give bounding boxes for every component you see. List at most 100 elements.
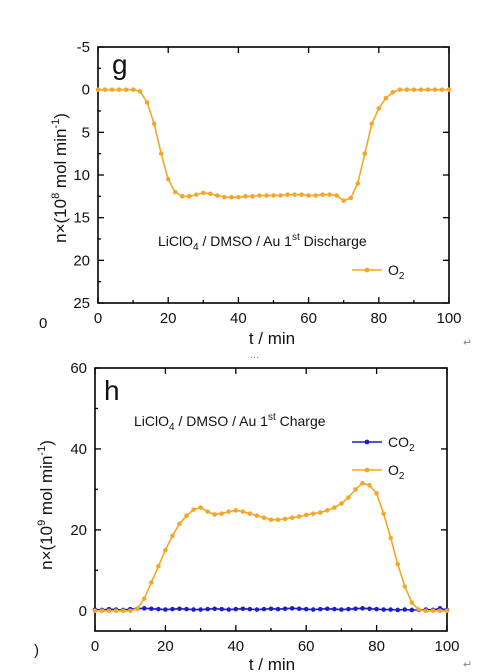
data-point-o2 [137, 89, 143, 94]
data-point-co2 [374, 606, 379, 612]
data-point-o2 [268, 517, 274, 523]
data-point-o2 [332, 505, 337, 510]
data-point-o2 [341, 198, 346, 203]
data-point-o2 [156, 563, 161, 569]
data-point-o2 [423, 608, 429, 614]
y-tick-label: 20 [73, 252, 90, 269]
data-point-co2 [191, 607, 196, 612]
data-point-co2 [198, 607, 203, 612]
data-point-o2 [106, 608, 112, 614]
data-point-co2 [360, 606, 365, 611]
data-point-o2 [446, 87, 452, 92]
data-point-co2 [240, 606, 246, 612]
data-point-o2 [113, 608, 119, 614]
data-point-o2 [418, 87, 424, 92]
panel-h-return-mark: ↵ [463, 659, 472, 671]
data-point-o2 [264, 193, 269, 198]
data-point-o2 [240, 509, 246, 514]
data-point-o2 [355, 181, 361, 186]
data-point-o2 [250, 194, 255, 199]
panel-h: h LiClO4 / DMSO / Au 1st Charge n×(109 m… [34, 360, 472, 672]
data-point-co2 [233, 606, 239, 612]
series-line-o2 [98, 88, 449, 202]
data-point-o2 [275, 517, 281, 523]
data-point-o2 [102, 87, 108, 92]
data-point-o2 [388, 535, 393, 541]
data-point-o2 [193, 192, 199, 197]
data-point-o2 [362, 151, 368, 156]
x-tick-label: 100 [434, 638, 459, 655]
legend-marker-o2 [364, 267, 370, 273]
data-point-o2 [226, 509, 232, 514]
data-point-o2 [376, 106, 382, 111]
panel-h-xlabel: t / min [249, 655, 295, 672]
panel-h-ylabel: n×(109 mol min-1) [36, 440, 56, 570]
legend-marker-co2 [364, 439, 370, 445]
series-line-o2 [95, 482, 447, 612]
data-point-co2 [212, 606, 217, 612]
data-point-co2 [409, 607, 415, 613]
data-point-o2 [348, 195, 354, 201]
data-point-o2 [444, 608, 450, 614]
data-point-o2 [229, 194, 234, 200]
data-point-co2 [353, 606, 358, 612]
data-point-o2 [170, 533, 175, 539]
x-tick-label: 0 [91, 638, 99, 655]
data-point-o2 [177, 521, 182, 527]
data-point-o2 [254, 513, 260, 518]
data-point-o2 [303, 512, 309, 518]
data-point-o2 [390, 89, 396, 95]
data-point-co2 [254, 607, 260, 612]
data-point-o2 [233, 508, 239, 513]
data-point-o2 [184, 513, 189, 518]
x-tick-label: 40 [230, 310, 247, 327]
data-point-o2 [381, 511, 386, 516]
data-point-o2 [369, 121, 375, 127]
data-point-o2 [306, 193, 311, 198]
y-tick-label: -5 [77, 39, 90, 56]
panel-g-return-mark: ↵ [463, 337, 472, 349]
data-point-o2 [320, 192, 325, 197]
data-point-o2 [430, 608, 436, 614]
data-point-o2 [285, 192, 290, 197]
data-point-o2 [163, 547, 168, 553]
data-point-o2 [222, 194, 227, 200]
panel-h-annotation: LiClO4 / DMSO / Au 1st Charge [134, 412, 326, 433]
data-point-co2 [388, 607, 393, 612]
legend-marker-o2 [364, 467, 370, 473]
panel-g-ylabel: n×(108 mol min-1) [50, 113, 70, 243]
data-point-co2 [303, 606, 309, 612]
data-point-o2 [134, 606, 140, 612]
data-point-co2 [184, 606, 189, 612]
data-point-co2 [325, 606, 330, 612]
data-point-o2 [395, 561, 401, 567]
data-point-co2 [275, 606, 281, 612]
data-point-o2 [144, 100, 150, 105]
data-point-o2 [212, 512, 217, 517]
panel-h-stray-mark: ) [34, 642, 39, 659]
data-point-o2 [409, 600, 415, 605]
data-point-o2 [149, 580, 154, 585]
data-point-co2 [219, 606, 225, 612]
data-point-o2 [317, 510, 323, 515]
panel-g-stray-zero: 0 [39, 315, 47, 332]
data-point-o2 [99, 608, 105, 614]
y-tick-label: 0 [79, 603, 87, 620]
data-point-o2 [243, 194, 248, 199]
data-point-co2 [205, 606, 210, 612]
data-point-o2 [397, 87, 403, 92]
data-point-co2 [339, 607, 344, 612]
data-point-o2 [325, 508, 330, 513]
data-point-o2 [271, 193, 276, 198]
data-point-o2 [411, 87, 417, 92]
panel-g-crop-fragment: ... [250, 349, 259, 361]
data-point-o2 [215, 193, 220, 198]
y-tick-label: 5 [82, 124, 90, 141]
data-point-o2 [123, 87, 129, 92]
data-point-o2 [186, 194, 192, 199]
y-tick-label: 60 [70, 360, 87, 377]
data-point-o2 [208, 191, 213, 197]
data-point-o2 [247, 511, 253, 516]
data-point-o2 [432, 87, 438, 92]
data-point-o2 [205, 509, 210, 514]
